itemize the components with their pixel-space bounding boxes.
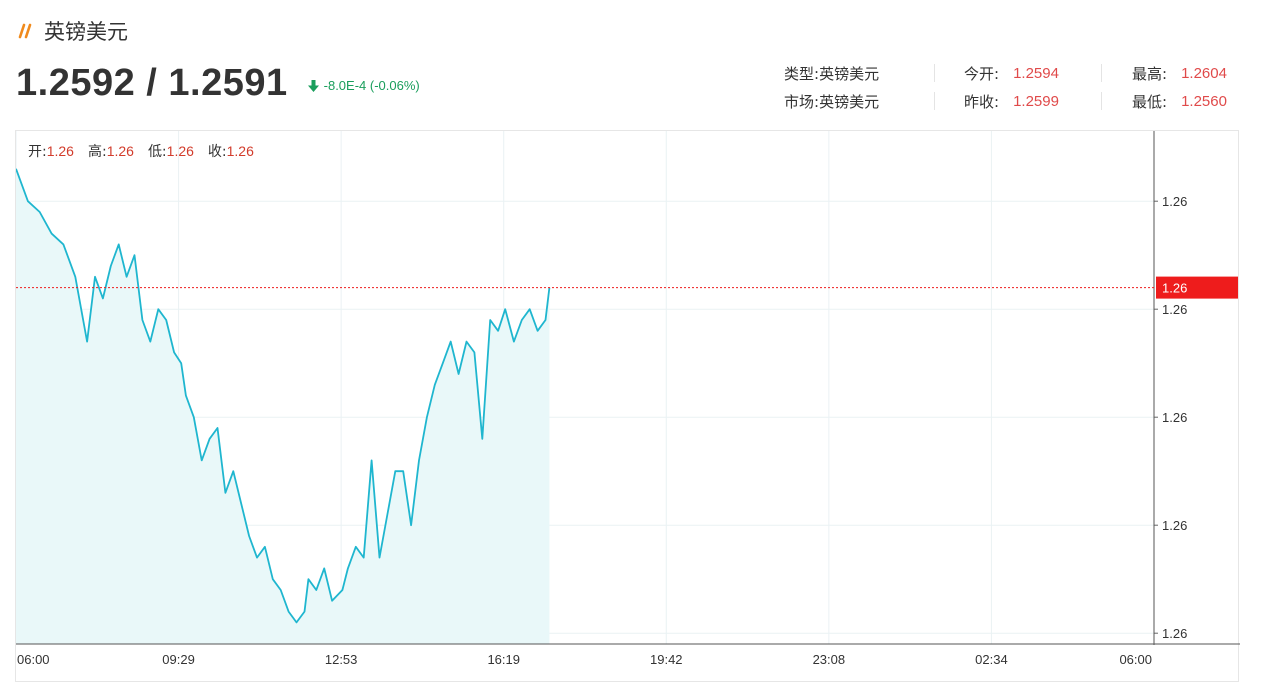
x-tick-label: 06:00 [1119,652,1152,667]
price-line [16,168,551,624]
stats-row-2: 市场: 英镑美元 昨收: 1.2599 最低: 1.2560 [780,90,1250,112]
stat-prev-close-label: 昨收: [964,92,1000,111]
ohlc-open-value: 1.26 [46,143,74,159]
instrument-title: 英镑美元 [44,20,128,44]
stat-high-label: 最高: [1132,64,1168,83]
price-chart[interactable]: 06:00 09:29 12:53 16:19 19:42 23:08 02:34 06:00… [16,131,1240,683]
stat-open-value: 1.2594 [1013,64,1059,82]
y-tick-label: 1.26 [1162,626,1187,641]
stat-type-label: 类型: [784,64,820,83]
stat-high: 最高: 1.2604 [1132,62,1227,84]
ohlc-high: 高:1.26 [88,141,134,161]
y-tick-label: 1.26 [1162,302,1187,317]
stat-low-label: 最低: [1132,92,1168,111]
divider [934,92,935,110]
stat-type-value: 英镑美元 [819,64,880,83]
x-tick-label: 23:08 [813,652,846,667]
ohlc-readout: 开:1.26 高:1.26 低:1.26 收:1.26 [28,141,254,161]
stat-type: 类型: 英镑美元 [784,62,879,84]
y-tick-label: 1.26 [1162,518,1187,533]
price-change-text: -8.0E-4 (-0.06%) [323,78,420,93]
price-row: 1.2592 / 1.2591 -8.0E-4 (-0.06%) [16,62,420,105]
price-area [16,168,550,645]
price-change: -8.0E-4 (-0.06%) [307,78,420,93]
x-tick-label: 16:19 [487,652,520,667]
ohlc-high-label: 高: [87,144,107,160]
ohlc-low-label: 低: [147,144,167,160]
stat-market: 市场: 英镑美元 [784,90,879,112]
stat-prev-close: 昨收: 1.2599 [964,90,1059,112]
ohlc-open-label: 开: [28,144,47,160]
current-price-tag [1156,276,1238,299]
ohlc-close: 收:1.26 [208,141,254,161]
y-tick-label: 1.26 [1162,194,1187,209]
stats-row-1: 类型: 英镑美元 今开: 1.2594 最高: 1.2604 [780,62,1250,84]
x-tick-label: 12:53 [325,652,358,667]
y-tick-label: 1.26 [1162,410,1187,425]
stat-open-label: 今开: [964,64,1000,83]
arrow-down-icon [307,79,319,92]
stat-market-label: 市场: [784,92,820,111]
divider [1101,64,1102,82]
ohlc-low-value: 1.26 [166,143,194,159]
stat-open: 今开: 1.2594 [964,62,1059,84]
stat-low-value: 1.2560 [1181,92,1227,110]
ohlc-open: 开:1.26 [28,141,74,161]
divider [934,64,935,82]
bid-ask-price: 1.2592 / 1.2591 [16,62,288,104]
divider [1101,92,1102,110]
current-price-label: 1.26 [1162,281,1187,296]
ohlc-high-value: 1.26 [106,143,134,159]
chart-container[interactable]: 06:00 09:29 12:53 16:19 19:42 23:08 02:34 06:00… [15,130,1240,683]
ohlc-close-value: 1.26 [226,143,254,159]
title-row: 英镑美元 [16,14,128,48]
x-tick-label: 19:42 [650,652,683,667]
ohlc-low: 低:1.26 [148,141,194,161]
stat-prev-close-value: 1.2599 [1013,92,1059,110]
x-tick-label: 02:34 [975,652,1008,667]
slash-logo-icon [18,23,32,39]
x-tick-label: 06:00 [17,652,50,667]
stat-low: 最低: 1.2560 [1132,90,1227,112]
x-tick-label: 09:29 [162,652,195,667]
stat-market-value: 英镑美元 [819,92,880,111]
ohlc-close-label: 收: [207,144,227,160]
stat-high-value: 1.2604 [1181,64,1227,82]
